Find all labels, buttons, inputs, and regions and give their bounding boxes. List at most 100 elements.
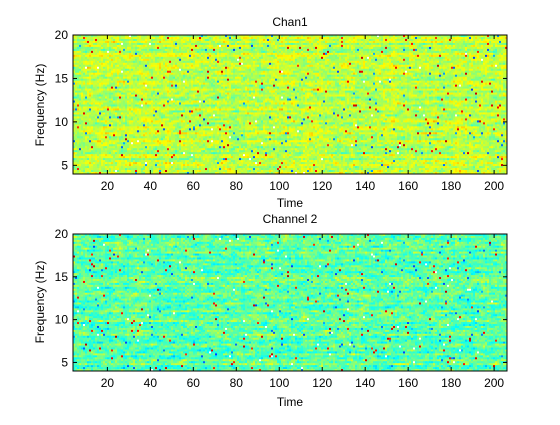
heatmap-cell: [133, 47, 135, 49]
heatmap-cell: [127, 118, 129, 120]
heatmap-cell: [87, 39, 89, 41]
heatmap-cell: [155, 99, 157, 101]
heatmap-cell: [149, 85, 151, 87]
heatmap-cell: [99, 154, 101, 156]
heatmap-cell: [103, 150, 105, 152]
heatmap-cell: [165, 99, 167, 101]
heatmap-cell: [203, 105, 205, 107]
heatmap-cell: [159, 85, 161, 87]
heatmap-cell: [127, 112, 129, 114]
heatmap-cell: [123, 67, 125, 69]
heatmap-cell: [117, 150, 119, 152]
heatmap-cell: [213, 91, 215, 93]
heatmap-cell: [191, 77, 193, 79]
heatmap-cell: [141, 112, 143, 114]
heatmap-cell: [93, 89, 95, 91]
heatmap-cell: [137, 71, 139, 73]
heatmap-cell: [165, 39, 167, 41]
heatmap-cell: [163, 136, 165, 138]
heatmap-cell: [123, 63, 125, 65]
heatmap-cell: [151, 75, 153, 77]
heatmap-cell: [121, 61, 123, 63]
heatmap-cell: [137, 158, 139, 160]
heatmap-cell: [175, 116, 177, 118]
heatmap-cell: [75, 154, 77, 156]
heatmap-cell: [167, 75, 169, 77]
heatmap-cell: [195, 146, 197, 148]
heatmap-cell: [167, 154, 169, 156]
heatmap-cell: [121, 146, 123, 148]
heatmap-cell: [209, 39, 211, 41]
heatmap-cell: [173, 85, 175, 87]
heatmap-cell: [161, 91, 163, 93]
heatmap-cell: [143, 61, 145, 63]
heatmap-cell: [205, 108, 207, 110]
heatmap-cell: [213, 43, 215, 45]
heatmap-cell: [109, 164, 111, 166]
heatmap-cell: [131, 108, 133, 110]
heatmap-cell: [121, 144, 123, 146]
heatmap-cell: [87, 61, 89, 63]
heatmap-cell: [177, 99, 179, 101]
heatmap-cell: [95, 146, 97, 148]
heatmap-cell: [173, 118, 175, 120]
heatmap-cell: [195, 112, 197, 114]
heatmap-cell: [93, 71, 95, 73]
heatmap-cell: [93, 150, 95, 152]
heatmap-cell: [141, 95, 143, 97]
heatmap-cell: [129, 95, 131, 97]
heatmap-cell: [111, 103, 113, 105]
heatmap-cell: [177, 53, 179, 55]
heatmap-cell: [173, 116, 175, 118]
heatmap-cell: [185, 140, 187, 142]
heatmap-cell: [179, 43, 181, 45]
heatmap-cell: [97, 140, 99, 142]
heatmap-cell: [135, 118, 137, 120]
heatmap-cell: [159, 53, 161, 55]
heatmap-cell: [149, 140, 151, 142]
heatmap-cell: [199, 146, 201, 148]
heatmap-cell: [133, 112, 135, 114]
heatmap-cell: [183, 160, 185, 162]
heatmap-cell: [143, 122, 145, 124]
heatmap-cell: [85, 164, 87, 166]
heatmap-cell: [141, 49, 143, 51]
heatmap-cell: [181, 39, 183, 41]
heatmap-cell: [155, 103, 157, 105]
heatmap-cell: [95, 85, 97, 87]
heatmap-cell: [147, 132, 149, 134]
heatmap-cell: [129, 89, 131, 91]
heatmap-cell: [157, 144, 159, 146]
heatmap-cell: [113, 146, 115, 148]
heatmap-cell: [169, 91, 171, 93]
heatmap-cell: [155, 140, 157, 142]
heatmap-cell: [175, 160, 177, 162]
heatmap-cell: [211, 126, 213, 128]
heatmap-cell: [205, 61, 207, 63]
heatmap-cell: [109, 136, 111, 138]
heatmap-cell: [129, 57, 131, 59]
heatmap-cell: [119, 112, 121, 114]
heatmap-cell: [87, 154, 89, 156]
heatmap-cell: [89, 77, 91, 79]
heatmap-cell: [91, 77, 93, 79]
heatmap-cell: [193, 154, 195, 156]
heatmap-cell: [91, 118, 93, 120]
heatmap-cell: [101, 95, 103, 97]
heatmap-cell: [183, 63, 185, 65]
heatmap-cell: [145, 130, 147, 132]
heatmap-cell: [159, 89, 161, 91]
heatmap-cell: [113, 91, 115, 93]
heatmap-cell: [153, 43, 155, 45]
heatmap-cell: [97, 77, 99, 79]
heatmap-cell: [107, 85, 109, 87]
heatmap-cell: [137, 85, 139, 87]
heatmap-cell: [211, 118, 213, 120]
heatmap-cell: [121, 53, 123, 55]
heatmap-cell: [135, 164, 137, 166]
heatmap-cell: [91, 136, 93, 138]
heatmap-cell: [99, 164, 101, 166]
heatmap-cell: [209, 116, 211, 118]
heatmap-cell: [209, 103, 211, 105]
heatmap-cell: [159, 112, 161, 114]
